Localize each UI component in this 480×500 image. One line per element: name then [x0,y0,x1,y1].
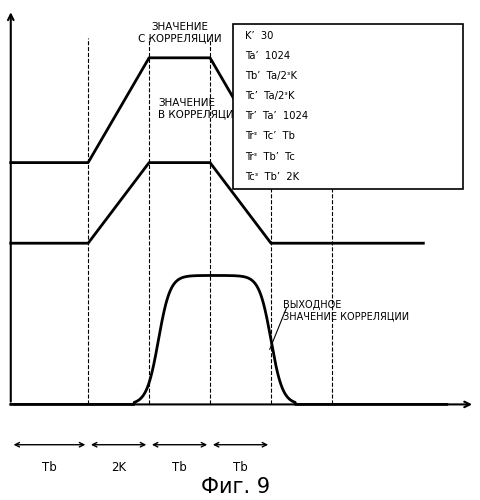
Text: Tb: Tb [42,461,57,474]
Text: Tr’  Ta’  1024: Tr’ Ta’ 1024 [245,112,308,122]
Text: Tb: Tb [172,461,187,474]
Text: Tcᵌ  Tb’  2K: Tcᵌ Tb’ 2K [245,172,299,181]
Text: Tc’  Ta/2ᵌK: Tc’ Ta/2ᵌK [245,91,294,101]
Text: ЗНАЧЕНИЕ
В КОРРЕЛЯЦИИ: ЗНАЧЕНИЕ В КОРРЕЛЯЦИИ [158,98,241,120]
Text: Tb’  Ta/2ᵌK: Tb’ Ta/2ᵌK [245,71,297,81]
Text: ЗНАЧЕНИЕ
С КОРРЕЛЯЦИИ: ЗНАЧЕНИЕ С КОРРЕЛЯЦИИ [137,22,221,43]
Text: Ta’  1024: Ta’ 1024 [245,51,290,61]
Text: Trᵌ  Tb’  Tc: Trᵌ Tb’ Tc [245,152,294,162]
Text: Tb: Tb [233,461,247,474]
Text: K’  30: K’ 30 [245,30,273,40]
Text: ВЫХОДНОЕ
ЗНАЧЕНИЕ КОРРЕЛЯЦИИ: ВЫХОДНОЕ ЗНАЧЕНИЕ КОРРЕЛЯЦИИ [282,300,408,322]
Text: 2K: 2K [111,461,126,474]
Text: Trᵌ  Tc’  Tb: Trᵌ Tc’ Tb [245,132,294,141]
Text: Фиг. 9: Фиг. 9 [201,477,270,497]
FancyBboxPatch shape [233,24,462,189]
